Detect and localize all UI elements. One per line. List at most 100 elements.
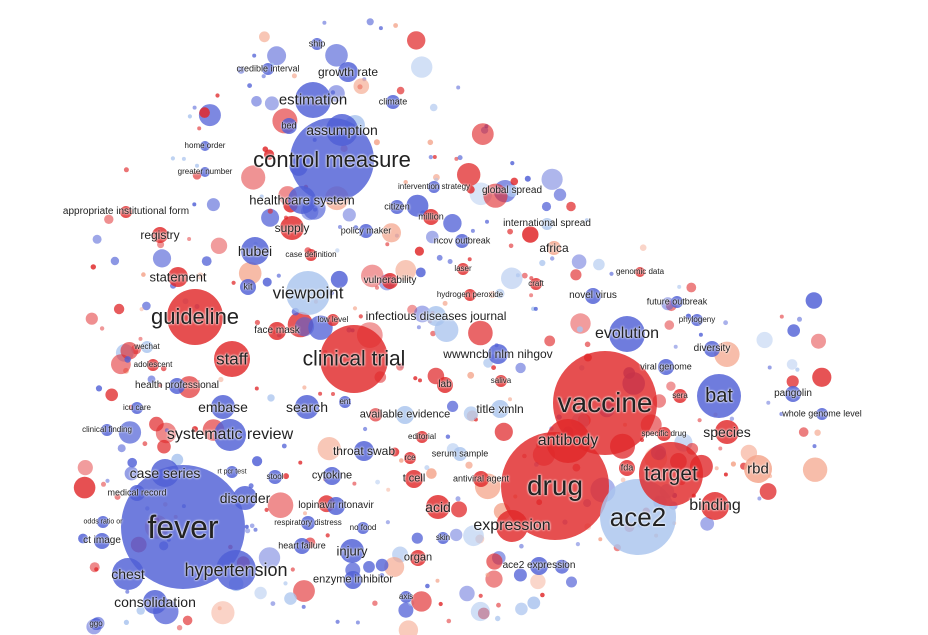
term-label-novel-virus[interactable]: novel virus <box>569 290 617 301</box>
term-bubble-hydrogen-peroxide[interactable] <box>464 289 476 301</box>
term-bubble-case-series[interactable] <box>151 459 179 487</box>
term-bubble-future-outbreak[interactable] <box>671 296 683 308</box>
term-bubble-home-order[interactable] <box>200 141 210 151</box>
term-label-title-xmln[interactable]: title xmln <box>476 402 524 416</box>
term-bubble-vulnerability[interactable] <box>382 273 398 289</box>
term-label-expression[interactable]: expression <box>473 517 551 534</box>
term-label-heart-failure[interactable]: heart failure <box>278 540 326 551</box>
term-bubble-bed[interactable] <box>281 118 297 134</box>
term-label-chest[interactable]: chest <box>111 566 145 582</box>
term-bubble-infectious-diseases-journal[interactable] <box>426 306 446 326</box>
term-label-injury[interactable]: injury <box>336 543 368 559</box>
term-label-rbd[interactable]: rbd <box>747 460 769 478</box>
term-bubble-whole-genome-level[interactable] <box>816 408 828 420</box>
term-bubble-ship[interactable] <box>311 38 323 50</box>
term-label-consolidation[interactable]: consolidation <box>114 594 196 610</box>
term-label-no-food[interactable]: no food <box>349 523 377 532</box>
term-bubble-phylogeny[interactable] <box>691 314 703 326</box>
term-label-bat[interactable]: bat <box>705 385 733 407</box>
term-label-specific-drug[interactable]: specific drug <box>641 429 687 438</box>
term-bubble-available-evidence[interactable] <box>396 406 414 424</box>
term-bubble-greater-number[interactable] <box>200 167 210 177</box>
term-label-disorder[interactable]: disorder <box>219 490 271 506</box>
term-bubble-ent[interactable] <box>339 396 351 408</box>
term-label-phylogeny[interactable]: phylogeny <box>678 315 716 324</box>
term-label-kit[interactable]: kit <box>243 281 253 292</box>
term-bubble-pangolin[interactable] <box>785 386 801 402</box>
term-label-supply[interactable]: supply <box>274 221 310 235</box>
term-label-rt-pcr-test[interactable]: rt pcr test <box>217 468 247 476</box>
term-bubble-ct-image[interactable] <box>94 533 110 549</box>
term-bubble-viral-genome[interactable] <box>658 359 674 375</box>
term-bubble-staff[interactable] <box>214 341 250 377</box>
term-bubble-low-level[interactable] <box>327 314 339 326</box>
term-label-clinical-finding[interactable]: clinical finding <box>82 425 132 434</box>
term-label-vaccine[interactable]: vaccine <box>557 387 653 418</box>
term-label-face-mask[interactable]: face mask <box>254 325 300 336</box>
term-label-viewpoint[interactable]: viewpoint <box>272 283 344 303</box>
term-bubble-acid[interactable] <box>426 495 450 519</box>
term-bubble-sera[interactable] <box>673 389 687 403</box>
term-label-odds-ratio-or[interactable]: odds ratio or <box>83 518 123 526</box>
term-label-appropriate-institutional-form[interactable]: appropriate institutional form <box>62 206 190 217</box>
term-label-lopinavir-ritonavir[interactable]: lopinavir ritonavir <box>298 500 374 511</box>
term-bubble-clinical-finding[interactable] <box>101 424 113 436</box>
term-label-embase[interactable]: embase <box>198 399 248 415</box>
term-label-pangolin[interactable]: pangolin <box>774 388 812 399</box>
term-bubble-t-cell[interactable] <box>405 470 423 488</box>
term-label-lab[interactable]: lab <box>438 379 452 390</box>
term-bubble-specific-drug[interactable] <box>657 427 671 441</box>
term-label-infectious-diseases-journal[interactable]: infectious diseases journal <box>365 309 507 323</box>
term-bubble-heart-failure[interactable] <box>294 538 310 554</box>
term-bubble-cytokine[interactable] <box>323 467 341 485</box>
term-bubble-search[interactable] <box>295 395 319 419</box>
term-label-hydrogen-peroxide[interactable]: hydrogen peroxide <box>436 290 504 299</box>
term-label-search[interactable]: search <box>285 399 329 415</box>
term-label-fda[interactable]: fda <box>620 462 634 473</box>
term-bubble-genomic-data[interactable] <box>635 267 645 277</box>
term-bubble-global-spread[interactable] <box>506 185 518 197</box>
term-label-intervention-strategy[interactable]: intervention strategy <box>397 182 471 191</box>
term-bubble-rt-pcr-test[interactable] <box>226 466 238 478</box>
term-label-low-level[interactable]: low level <box>317 315 349 324</box>
term-label-throat-swab[interactable]: throat swab <box>332 444 396 458</box>
term-bubble-injury[interactable] <box>340 539 364 563</box>
term-label-saliva[interactable]: saliva <box>490 376 512 385</box>
term-label-citizen[interactable]: citizen <box>384 201 410 212</box>
term-bubble-citizen[interactable] <box>390 200 404 214</box>
term-label-staff[interactable]: staff <box>216 349 248 369</box>
term-bubble-expression[interactable] <box>496 510 528 542</box>
term-label-ace2-expression[interactable]: ace2 expression <box>502 560 576 571</box>
term-label-ct-image[interactable]: ct image <box>83 535 121 546</box>
term-label-ent[interactable]: ent <box>339 397 351 406</box>
term-label-policy-maker[interactable]: policy maker <box>340 225 392 236</box>
term-bubble-ace2-expression[interactable] <box>530 557 548 575</box>
term-label-healthcare-system[interactable]: healthcare system <box>249 192 355 208</box>
term-bubble-appropriate-institutional-form[interactable] <box>120 206 132 218</box>
term-label-registry[interactable]: registry <box>140 228 180 242</box>
term-bubble-evolution[interactable] <box>609 316 645 352</box>
term-bubble-chest[interactable] <box>112 558 144 590</box>
term-bubble-systematic-review[interactable] <box>214 419 246 451</box>
term-bubble-estimation[interactable] <box>295 82 331 118</box>
term-label-greater-number[interactable]: greater number <box>177 167 233 176</box>
term-bubble-stool[interactable] <box>268 470 282 484</box>
term-bubble-icu-care[interactable] <box>131 402 143 414</box>
term-label-rce[interactable]: rce <box>404 453 416 462</box>
term-bubble-ggo[interactable] <box>90 618 102 630</box>
term-label-diversity[interactable]: diversity <box>693 343 731 354</box>
term-label-ace2[interactable]: ace2 <box>609 502 667 532</box>
term-label-antiviral-agent[interactable]: antiviral agent <box>452 473 510 484</box>
term-label-vulnerability[interactable]: vulnerability <box>363 275 417 286</box>
term-bubble-climate[interactable] <box>386 95 400 109</box>
term-label-case-definition[interactable]: case definition <box>285 250 337 259</box>
term-bubble-supply[interactable] <box>280 216 304 240</box>
term-bubble-disorder[interactable] <box>233 486 257 510</box>
term-bubble-editorial[interactable] <box>416 431 428 443</box>
term-bubble-kit[interactable] <box>240 279 256 295</box>
term-bubble-adolescent[interactable] <box>147 359 159 371</box>
term-bubble-fever[interactable] <box>121 465 245 589</box>
term-bubble-axis[interactable] <box>400 591 412 603</box>
term-label-antibody[interactable]: antibody <box>537 432 599 449</box>
term-bubble-diversity[interactable] <box>704 341 720 357</box>
